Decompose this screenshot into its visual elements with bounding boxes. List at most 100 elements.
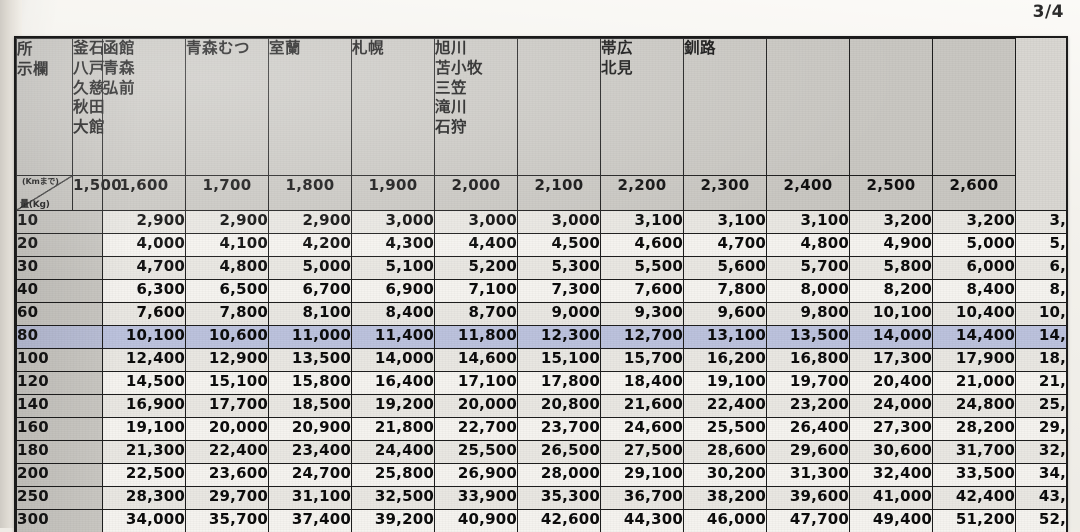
fare-value-cell: 7,600	[601, 280, 684, 303]
fare-value-cell: 10,700	[1016, 303, 1069, 326]
fare-value-cell: 24,800	[933, 395, 1016, 418]
fare-value-cell: 6,900	[352, 280, 435, 303]
fare-value-cell: 10,600	[186, 326, 269, 349]
fare-value-cell: 4,900	[850, 234, 933, 257]
fare-value-cell: 46,000	[684, 510, 767, 532]
fare-value-cell: 27,500	[601, 441, 684, 464]
distance-header-cell: 2,500	[850, 176, 933, 211]
distance-header-cell: 1,800	[269, 176, 352, 211]
distance-header-cell: 2,200	[601, 176, 684, 211]
weight-label-cell: 200	[17, 464, 103, 487]
fare-value-cell: 2,900	[186, 211, 269, 234]
city-name: 室蘭	[269, 39, 351, 59]
fare-value-cell: 19,700	[767, 372, 850, 395]
distance-header-cell: 2,400	[767, 176, 850, 211]
fare-value-cell: 31,300	[767, 464, 850, 487]
fare-value-cell: 26,500	[518, 441, 601, 464]
fare-value-cell: 7,600	[103, 303, 186, 326]
fare-value-cell: 9,000	[518, 303, 601, 326]
fare-value-cell: 51,200	[933, 510, 1016, 532]
fare-value-cell: 24,000	[850, 395, 933, 418]
fare-value-cell: 3,200	[933, 211, 1016, 234]
city-group-cell	[767, 39, 850, 176]
fare-value-cell: 21,000	[933, 372, 1016, 395]
fare-value-cell: 14,000	[850, 326, 933, 349]
fare-value-cell: 5,600	[684, 257, 767, 280]
weight-label-cell: 120	[17, 372, 103, 395]
city-group-cell	[933, 39, 1016, 176]
fare-value-cell: 5,800	[850, 257, 933, 280]
city-name: 久慈	[73, 79, 102, 99]
city-name: 釜石	[73, 39, 102, 59]
fare-value-cell: 19,200	[352, 395, 435, 418]
fare-value-cell: 31,700	[933, 441, 1016, 464]
fare-value-cell: 17,300	[850, 349, 933, 372]
fare-value-cell: 7,100	[435, 280, 518, 303]
fare-value-cell: 3,200	[1016, 211, 1069, 234]
fare-value-cell: 7,300	[518, 280, 601, 303]
fare-value-cell: 17,800	[518, 372, 601, 395]
weight-label-cell: 180	[17, 441, 103, 464]
city-name: 八戸	[73, 59, 102, 79]
city-group-cell	[850, 39, 933, 176]
fare-value-cell: 3,100	[684, 211, 767, 234]
stub-header-line: 示欄	[17, 59, 72, 79]
stub-header-line: 所	[17, 39, 72, 59]
weight-label-cell: 10	[17, 211, 103, 234]
fare-value-cell: 16,900	[103, 395, 186, 418]
fare-value-cell: 28,000	[518, 464, 601, 487]
fare-value-cell: 7,800	[684, 280, 767, 303]
fare-value-cell: 21,800	[352, 418, 435, 441]
fare-value-cell: 19,100	[103, 418, 186, 441]
fare-value-cell: 20,900	[269, 418, 352, 441]
fare-value-cell: 3,000	[518, 211, 601, 234]
fare-value-cell: 20,800	[518, 395, 601, 418]
fare-value-cell: 35,300	[518, 487, 601, 510]
city-name: 釧路	[684, 39, 766, 59]
fare-value-cell: 5,200	[435, 257, 518, 280]
fare-value-cell: 4,600	[601, 234, 684, 257]
fare-value-cell: 12,300	[518, 326, 601, 349]
city-group-cell: 旭川苫小牧三笠滝川石狩	[435, 39, 518, 176]
fare-value-cell: 5,500	[601, 257, 684, 280]
fare-value-cell: 32,700	[1016, 441, 1069, 464]
fare-value-cell: 12,400	[103, 349, 186, 372]
fare-value-cell: 13,500	[767, 326, 850, 349]
fare-value-cell: 10,100	[850, 303, 933, 326]
fare-value-cell: 6,000	[933, 257, 1016, 280]
fare-value-cell: 23,600	[186, 464, 269, 487]
fare-value-cell: 8,100	[269, 303, 352, 326]
fare-value-cell: 6,300	[103, 280, 186, 303]
fare-value-cell: 14,500	[103, 372, 186, 395]
fare-value-cell: 20,000	[435, 395, 518, 418]
fare-value-cell: 3,100	[767, 211, 850, 234]
fare-value-cell: 14,800	[1016, 326, 1069, 349]
fare-value-cell: 38,200	[684, 487, 767, 510]
city-group-cell	[518, 39, 601, 176]
city-group-cell: 釜石八戸久慈秋田大館	[73, 39, 103, 176]
fare-value-cell: 23,400	[269, 441, 352, 464]
city-name: 旭川	[435, 39, 517, 59]
city-group-cell: 釧路	[684, 39, 767, 176]
fare-value-cell: 4,700	[103, 257, 186, 280]
fare-value-cell: 18,400	[1016, 349, 1069, 372]
fare-value-cell: 35,700	[186, 510, 269, 532]
fare-value-cell: 4,300	[352, 234, 435, 257]
fare-value-cell: 25,500	[684, 418, 767, 441]
fare-value-cell: 5,000	[933, 234, 1016, 257]
city-group-cell: 札幌	[352, 39, 435, 176]
fare-value-cell: 42,600	[518, 510, 601, 532]
weight-label-cell: 40	[17, 280, 103, 303]
fare-table-container: 所示欄 釜石八戸久慈秋田大館函館青森弘前青森むつ室蘭札幌旭川苫小牧三笠滝川石狩帯…	[14, 36, 1068, 532]
fare-value-cell: 5,300	[518, 257, 601, 280]
fare-value-cell: 15,800	[269, 372, 352, 395]
city-name: 大館	[73, 118, 102, 138]
fare-value-cell: 16,400	[352, 372, 435, 395]
